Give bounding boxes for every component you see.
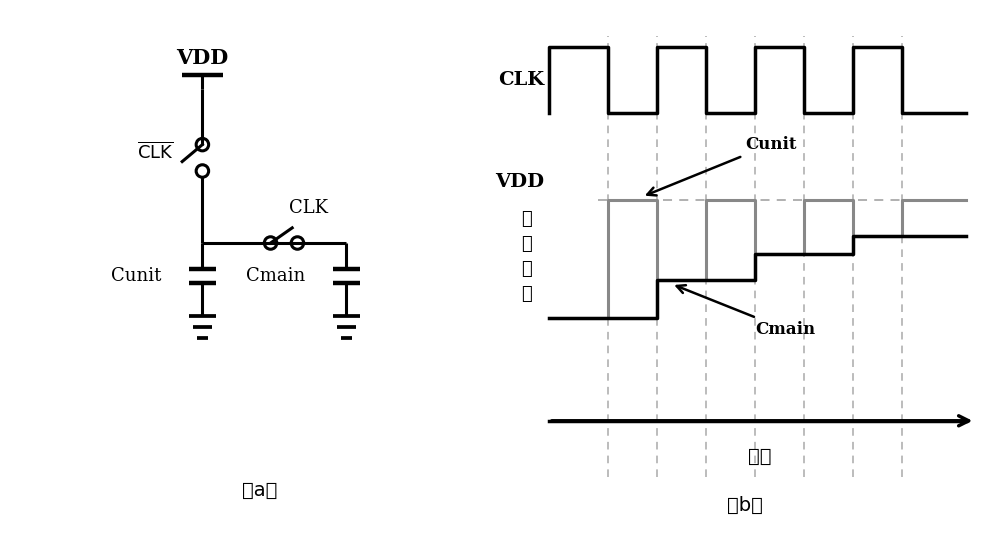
Text: Cmain: Cmain [677,285,815,337]
Text: CLK: CLK [288,199,328,217]
Text: Cunit: Cunit [111,267,162,285]
Text: Cmain: Cmain [246,267,306,285]
Text: 时间: 时间 [748,447,771,466]
Text: CLK: CLK [498,71,544,89]
Text: Cunit: Cunit [647,136,796,195]
Text: VDD: VDD [176,48,229,68]
Text: （b）: （b） [727,496,763,515]
Text: VDD: VDD [495,174,544,191]
Text: 电
容
电
压: 电 容 电 压 [522,210,532,303]
Text: $\overline{\mathrm{CLK}}$: $\overline{\mathrm{CLK}}$ [137,142,174,162]
Text: （a）: （a） [242,481,278,500]
